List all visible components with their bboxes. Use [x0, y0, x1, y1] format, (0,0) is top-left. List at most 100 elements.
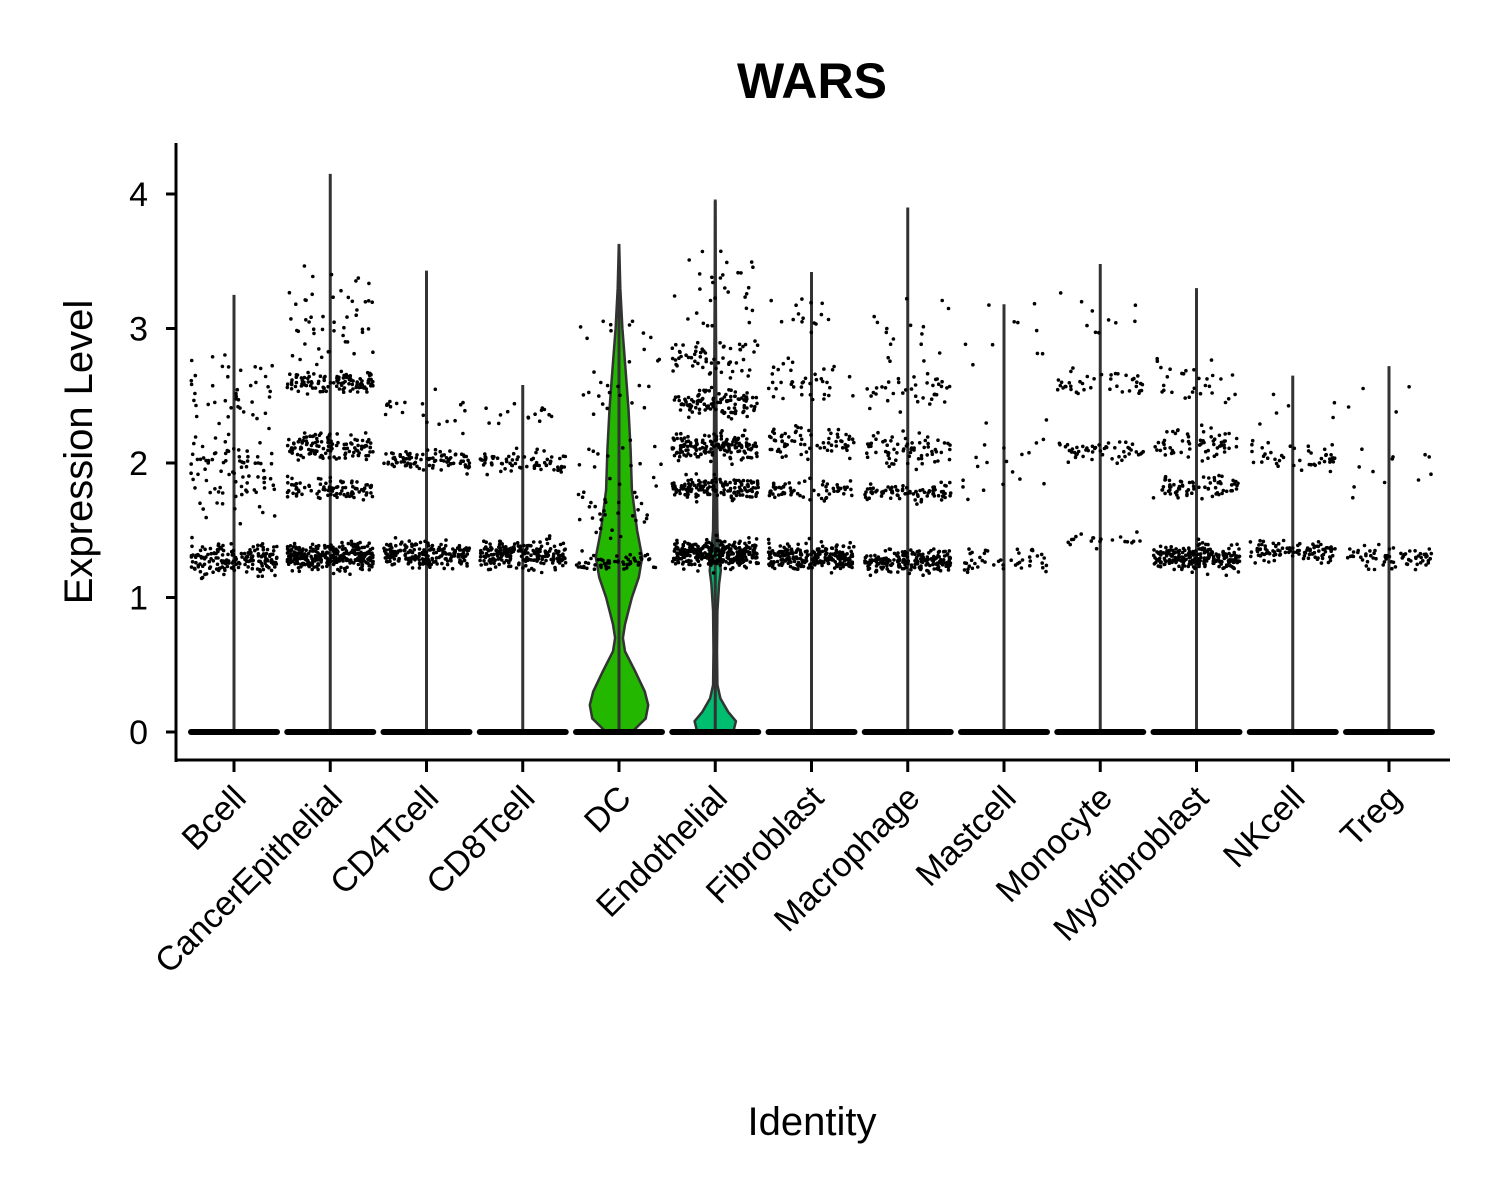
data-point	[1249, 554, 1253, 559]
data-point	[876, 430, 880, 435]
data-point	[919, 566, 923, 570]
data-point	[874, 450, 878, 455]
data-point	[889, 439, 893, 443]
data-point	[1209, 435, 1213, 439]
data-point	[200, 575, 205, 580]
data-point	[1078, 379, 1082, 384]
data-point	[728, 489, 732, 493]
data-point	[1302, 550, 1307, 555]
data-point	[256, 574, 261, 579]
data-point	[915, 502, 919, 506]
data-point	[874, 490, 878, 494]
data-point	[262, 486, 267, 490]
data-point	[935, 566, 939, 571]
data-point	[329, 559, 333, 564]
data-point	[983, 560, 987, 564]
data-point	[748, 560, 753, 564]
data-point	[556, 553, 561, 557]
data-point	[1180, 483, 1185, 488]
data-point	[836, 435, 840, 439]
data-point	[599, 518, 603, 522]
data-point	[448, 557, 453, 561]
data-point	[850, 560, 855, 564]
data-point	[484, 540, 489, 544]
data-point	[745, 437, 749, 441]
data-point	[579, 565, 583, 569]
data-point	[193, 555, 198, 559]
data-point	[402, 460, 407, 464]
data-point	[985, 460, 989, 465]
data-point	[1069, 384, 1073, 389]
data-point	[1227, 431, 1231, 436]
data-point	[417, 558, 422, 562]
data-point	[1319, 542, 1323, 547]
data-point	[604, 564, 608, 568]
data-point	[741, 559, 745, 563]
data-point	[561, 541, 566, 546]
data-point	[903, 559, 908, 563]
data-point	[947, 457, 952, 462]
data-point	[684, 559, 689, 563]
data-point	[430, 543, 435, 548]
data-point	[1156, 564, 1161, 568]
data-point	[563, 560, 568, 565]
data-point	[944, 484, 948, 488]
data-point	[529, 457, 534, 462]
data-point	[591, 449, 596, 454]
data-point	[688, 453, 693, 458]
data-point	[767, 546, 772, 550]
data-point	[715, 493, 720, 498]
data-point	[783, 431, 787, 436]
data-point	[968, 551, 972, 556]
data-point	[366, 327, 371, 331]
data-point	[1263, 544, 1267, 548]
data-point	[418, 540, 423, 545]
data-point	[1383, 553, 1388, 558]
data-point	[825, 448, 830, 453]
data-point	[585, 336, 589, 341]
data-point	[355, 390, 360, 394]
data-point	[586, 561, 591, 566]
data-point	[1230, 373, 1235, 377]
data-point	[1419, 555, 1423, 560]
data-point	[238, 459, 242, 463]
data-point	[213, 451, 218, 455]
data-point	[466, 458, 470, 463]
data-point	[833, 560, 837, 564]
data-point	[443, 543, 448, 548]
data-point	[488, 557, 492, 562]
x-tick-label: Treg	[1333, 779, 1408, 854]
data-point	[335, 432, 340, 436]
data-point	[939, 480, 943, 485]
data-point	[1220, 474, 1224, 479]
data-point	[865, 487, 870, 491]
data-point	[354, 313, 359, 318]
data-point	[932, 485, 937, 489]
data-point	[1187, 395, 1191, 400]
data-point	[1350, 554, 1355, 558]
data-point	[722, 545, 726, 549]
data-point	[242, 460, 246, 465]
data-point	[417, 566, 422, 570]
data-point	[594, 530, 598, 535]
data-point	[303, 298, 308, 302]
data-point	[341, 387, 345, 392]
data-point	[334, 491, 339, 496]
data-point	[749, 456, 754, 460]
data-point	[1186, 553, 1191, 557]
data-point	[1250, 438, 1255, 443]
data-point	[716, 361, 721, 365]
data-point	[1237, 554, 1242, 559]
data-point	[339, 565, 343, 570]
data-point	[830, 368, 835, 372]
data-point	[329, 272, 334, 277]
data-point	[353, 544, 358, 549]
data-point	[729, 450, 733, 455]
data-point	[1328, 555, 1333, 560]
data-point	[980, 558, 985, 563]
data-point	[1075, 445, 1079, 450]
data-point	[709, 545, 714, 549]
data-point	[351, 454, 355, 458]
data-point	[206, 552, 210, 557]
data-point	[1426, 561, 1431, 565]
